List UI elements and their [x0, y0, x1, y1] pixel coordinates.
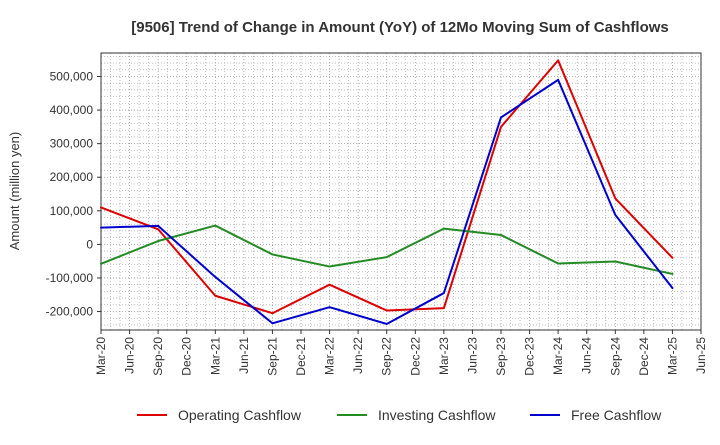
- y-tick-label: 300,000: [50, 137, 94, 151]
- x-tick-label: Jun-20: [123, 337, 137, 374]
- x-tick-label: Sep-24: [608, 337, 622, 376]
- x-tick-label: Dec-22: [408, 337, 422, 376]
- grid-layer: [100, 53, 702, 330]
- y-tick-label: -200,000: [46, 305, 94, 319]
- series-layer: [100, 59, 674, 325]
- x-tick-label: Dec-21: [294, 337, 308, 376]
- x-tick-label: Dec-20: [180, 337, 194, 376]
- x-tick-label: Sep-22: [380, 337, 394, 376]
- x-tick-label: Mar-24: [551, 337, 565, 375]
- x-tick-label: Dec-24: [637, 337, 651, 376]
- x-tick-label: Jun-23: [465, 337, 479, 374]
- x-tick-label: Jun-21: [237, 337, 251, 374]
- free-cashflow-line: [100, 78, 674, 325]
- x-tick-label: Mar-20: [94, 337, 108, 375]
- x-tick-label: Mar-21: [208, 337, 222, 375]
- x-tick-label: Sep-21: [265, 337, 279, 376]
- x-tick-label: Mar-23: [437, 337, 451, 375]
- x-tick-label: Mar-25: [665, 337, 679, 375]
- y-tick-label: 200,000: [50, 170, 94, 184]
- tick-layer: Mar-20 Jun-20 Sep-20 Dec-20 Mar-21 Jun-21 Sep-…: [46, 70, 708, 376]
- investing-cashflow-legend-label: Investing Cashflow: [378, 407, 496, 423]
- x-tick-label: Dec-23: [523, 337, 537, 376]
- x-tick-label: Mar-22: [323, 337, 337, 375]
- operating-cashflow-line: [100, 59, 674, 315]
- x-tick-label: Sep-23: [494, 337, 508, 376]
- y-tick-label: 0: [86, 237, 93, 251]
- chart-title: [9506] Trend of Change in Amount (YoY) o…: [131, 19, 669, 36]
- legend: Operating Cashflow Investing Cashflow Free…: [137, 407, 662, 423]
- y-tick-label: 500,000: [50, 70, 94, 84]
- x-tick-label: Sep-20: [151, 337, 165, 376]
- y-tick-label: 100,000: [50, 204, 94, 218]
- y-tick-label: -100,000: [46, 271, 94, 285]
- free-cashflow-legend-label: Free Cashflow: [571, 407, 662, 423]
- x-tick-label: Jun-24: [580, 337, 594, 374]
- y-axis-label: Amount (million yen): [7, 132, 22, 251]
- x-tick-label: Jun-22: [351, 337, 365, 374]
- plot-frame: [100, 52, 702, 331]
- x-tick-label: Jun-25: [694, 337, 708, 374]
- operating-cashflow-legend-label: Operating Cashflow: [178, 407, 302, 423]
- investing-cashflow-line: [100, 224, 674, 275]
- y-tick-label: 400,000: [50, 103, 94, 117]
